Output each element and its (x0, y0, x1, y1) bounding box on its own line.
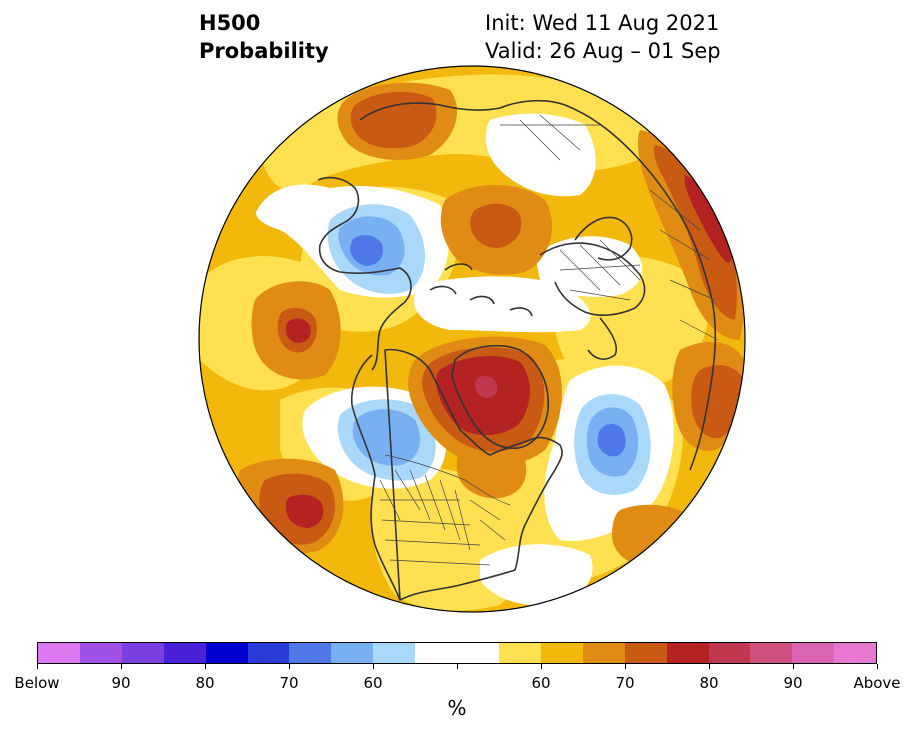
colorbar-segment (415, 643, 458, 663)
colorbar-segment (289, 643, 332, 663)
chart-dates: Init: Wed 11 Aug 2021 Valid: 26 Aug – 01… (485, 9, 721, 65)
colorbar-tick-label: 60 (531, 674, 551, 692)
valid-period: Valid: 26 Aug – 01 Sep (485, 39, 721, 63)
eurasia-border-grid (500, 114, 719, 341)
colorbar-segment (121, 643, 164, 663)
contour-above-95-greenland (475, 376, 498, 398)
colorbar-segment (373, 643, 416, 663)
colorbar-segment (750, 643, 793, 663)
colorbar-segment (582, 643, 625, 663)
canada-us-border (384, 454, 511, 506)
colorbar-tick (120, 664, 122, 669)
colorbar-tick-label: 80 (195, 674, 215, 692)
north-america-coastline (350, 348, 563, 601)
colorbar-tick-label: 70 (615, 674, 635, 692)
greenland-coastline (451, 344, 550, 450)
colorbar-tick (540, 664, 542, 669)
globe-outline (198, 65, 746, 613)
colorbar-segment (834, 643, 877, 663)
political-borders (379, 114, 719, 566)
colorbar-segment (624, 643, 667, 663)
europe-coastline (539, 242, 646, 360)
chart-title: H500 Probability (199, 9, 329, 65)
title-quantity: Probability (199, 39, 329, 63)
contour-above-80-north-pacific (350, 91, 437, 149)
colorbar-tick (792, 664, 794, 669)
colorbar-tick-label: 90 (783, 674, 803, 692)
contour-neutral-arctic (414, 276, 591, 333)
contour-above-80-east-asia (691, 365, 745, 439)
probability-map (198, 65, 746, 613)
contour-above-90-pacific-south (286, 494, 324, 528)
init-date: Init: Wed 11 Aug 2021 (485, 11, 720, 35)
contour-above-70-atlantic-south (612, 504, 695, 565)
colorbar-tick-label: 80 (699, 674, 719, 692)
title-variable: H500 (199, 11, 261, 35)
colorbar-tick-label: 90 (111, 674, 131, 692)
scandinavia-coastline (574, 216, 633, 261)
colorbar-segment (457, 643, 499, 663)
contour-below-80-atlantic (597, 424, 626, 457)
colorbar-segment (79, 643, 122, 663)
colorbar (37, 642, 877, 664)
colorbar-segment (331, 643, 374, 663)
colorbar-segment (792, 643, 835, 663)
us-state-grid (379, 469, 506, 566)
contour-above-70-east-us (456, 444, 527, 499)
colorbar-tick (708, 664, 710, 669)
colorbar-segment (498, 643, 541, 663)
eurasia-coastline (359, 99, 717, 471)
contour-above-90-russia (684, 175, 733, 263)
colorbar-tick-label: 60 (363, 674, 383, 692)
colorbar-tick-label: 70 (279, 674, 299, 692)
colorbar-tick-label: Below (14, 674, 60, 692)
contour-above-90-west (286, 318, 311, 343)
contour-below-70-canada-west (352, 409, 421, 466)
contour-above-80-siberia (470, 203, 522, 248)
colorbar-tick (624, 664, 626, 669)
contour-below-80-alaska (350, 235, 384, 266)
colorbar-tick (36, 664, 38, 669)
colorbar-tick (204, 664, 206, 669)
colorbar-tick (876, 664, 878, 669)
colorbar-unit: % (447, 696, 467, 720)
coastlines (317, 99, 717, 601)
alaska-coastline (317, 176, 412, 371)
colorbar-tick (456, 664, 458, 669)
colorbar-tick (288, 664, 290, 669)
colorbar-segment (540, 643, 583, 663)
contour-above-80-russia (653, 145, 737, 320)
colorbar-segment (38, 643, 80, 663)
colorbar-segment (247, 643, 290, 663)
colorbar-tick-label: Above (853, 674, 901, 692)
colorbar-segment (708, 643, 751, 663)
contour-neutral-siberia (485, 113, 596, 197)
colorbar-segment (205, 643, 248, 663)
arctic-islands (429, 263, 533, 317)
colorbar-tick (372, 664, 374, 669)
colorbar-segment (666, 643, 709, 663)
contour-neutral-us-east (480, 544, 593, 606)
colorbar-segment (163, 643, 206, 663)
